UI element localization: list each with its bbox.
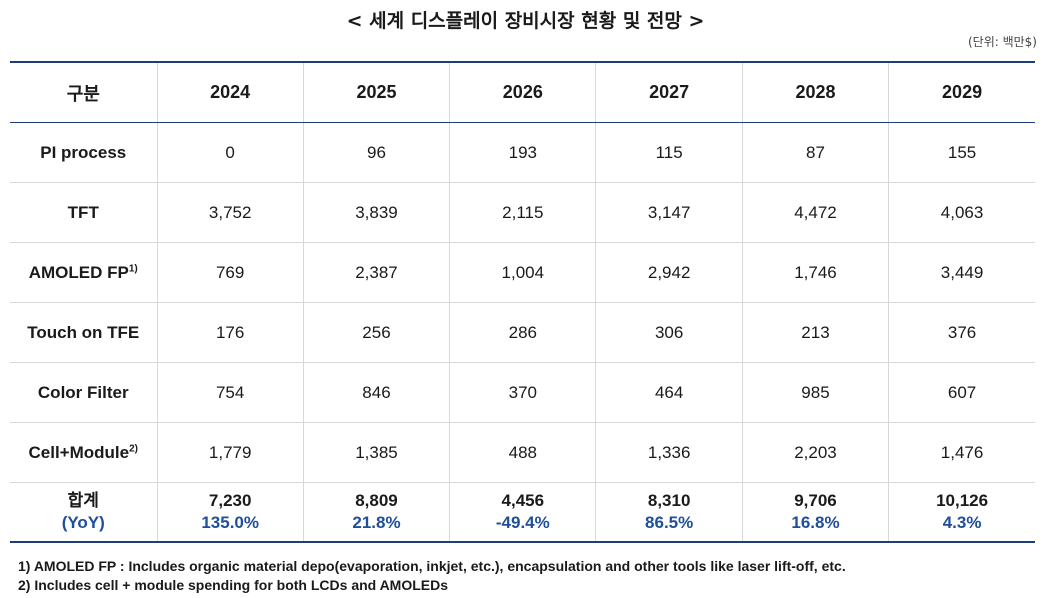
table-cell: 3,449 [888,242,1035,303]
header-year-2025: 2025 [302,61,450,123]
table-cell: 176 [156,302,304,363]
table-cell: 370 [449,362,596,423]
footnote-marker: 2) [129,442,138,454]
table-cell: 1,004 [449,242,596,303]
total-cell: 10,126 4.3% [888,482,1035,543]
row-label: AMOLED FP1) [10,242,157,303]
total-cell: 8,809 21.8% [302,482,450,543]
table-cell: 464 [595,362,743,423]
total-value: 9,706 [794,491,837,510]
header-year-2026: 2026 [449,61,596,123]
unit-label: (단위: 백만$) [967,35,1037,49]
total-row: 합계 (YoY) 7,230 135.0% 8,809 21.8% 4,456 -49.4% 8… [10,482,1035,543]
table-cell: 3,752 [156,182,304,243]
table-cell: 3,839 [302,182,450,243]
table-cell: 1,476 [888,422,1035,483]
table-cell: 376 [888,302,1035,363]
table-cell: 2,942 [595,242,743,303]
row-label: Cell+Module2) [10,422,157,483]
total-value: 10,126 [936,491,989,510]
yoy-value: 135.0% [201,513,259,532]
yoy-value: 4.3% [942,513,982,532]
table-row: PI process 0 96 193 115 87 155 [10,122,1035,183]
row-label: TFT [10,182,157,243]
table-cell: 306 [595,302,743,363]
table-cell: 1,779 [156,422,304,483]
row-label-text: TFT [67,202,99,222]
table-cell: 1,746 [741,242,889,303]
yoy-value: 86.5% [645,513,694,532]
table-row: Color Filter 754 846 370 464 985 607 [10,362,1035,423]
footnote-marker: 1) [128,262,138,274]
total-cell: 7,230 135.0% [156,482,304,543]
yoy-value: 16.8% [791,513,840,532]
table-cell: 754 [156,362,304,423]
total-value: 8,809 [355,491,398,510]
total-cell: 8,310 86.5% [595,482,743,543]
row-label-text: Cell+Module [28,442,130,462]
yoy-value: -49.4% [495,513,550,532]
table-cell: 193 [449,122,596,183]
table-cell: 4,063 [888,182,1035,243]
row-label-text: AMOLED FP [28,262,129,282]
header-year-2029: 2029 [888,61,1035,123]
header-category: 구분 [10,61,157,123]
table-row: TFT 3,752 3,839 2,115 3,147 4,472 4,063 [10,182,1035,243]
table-cell: 985 [741,362,889,423]
total-value: 8,310 [647,491,691,510]
footnotes: 1) AMOLED FP : Includes organic material… [18,557,846,595]
table-cell: 155 [888,122,1035,183]
total-label-text: 합계 [67,491,99,510]
table-cell: 286 [449,302,596,363]
table-cell: 2,203 [741,422,889,483]
yoy-value: 21.8% [352,513,401,532]
table-cell: 4,472 [741,182,889,243]
table-cell: 115 [595,122,743,183]
table-cell: 96 [302,122,450,183]
table-cell: 1,385 [302,422,450,483]
table-cell: 769 [156,242,304,303]
table-cell: 3,147 [595,182,743,243]
total-value: 7,230 [208,491,252,510]
row-label: PI process [10,122,157,183]
row-label-text: PI process [40,142,127,162]
table-cell: 0 [156,122,304,183]
header-year-2028: 2028 [741,61,889,123]
table-row: Touch on TFE 176 256 286 306 213 376 [10,302,1035,363]
market-table: 구분 2024 2025 2026 2027 2028 2029 PI proc… [10,61,1035,543]
total-value: 4,456 [501,491,545,510]
table-row: AMOLED FP1) 769 2,387 1,004 2,942 1,746 3,449 [10,242,1035,303]
total-cell: 9,706 16.8% [741,482,889,543]
table-cell: 87 [741,122,889,183]
table-cell: 213 [741,302,889,363]
header-row: 구분 2024 2025 2026 2027 2028 2029 [10,61,1035,123]
table-cell: 846 [302,362,450,423]
table-cell: 2,387 [302,242,450,303]
table-cell: 488 [449,422,596,483]
row-label-text: Color Filter [37,382,129,402]
row-label: Color Filter [10,362,157,423]
footnote-1: 1) AMOLED FP : Includes organic material… [18,558,846,574]
total-label: 합계 (YoY) [10,482,157,543]
page-title: < 세계 디스플레이 장비시장 현황 및 전망 > [346,10,705,32]
table-cell: 2,115 [449,182,596,243]
table-row: Cell+Module2) 1,779 1,385 488 1,336 2,203 1,47… [10,422,1035,483]
total-cell: 4,456 -49.4% [449,482,596,543]
row-label-text: Touch on TFE [27,322,140,342]
table-cell: 256 [302,302,450,363]
header-year-2024: 2024 [156,61,304,123]
footnote-2: 2) Includes cell + module spending for b… [18,577,449,593]
table-cell: 607 [888,362,1035,423]
header-year-2027: 2027 [595,61,743,123]
row-label: Touch on TFE [10,302,157,363]
table-cell: 1,336 [595,422,743,483]
yoy-label: (YoY) [61,513,105,532]
